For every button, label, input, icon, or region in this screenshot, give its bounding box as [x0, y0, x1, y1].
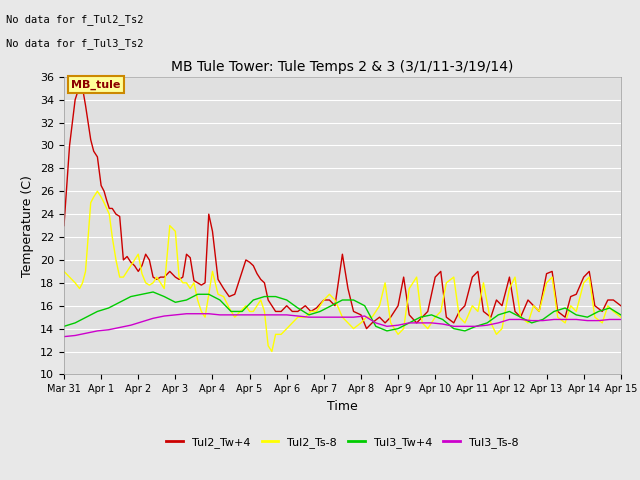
Title: MB Tule Tower: Tule Temps 2 & 3 (3/1/11-3/19/14): MB Tule Tower: Tule Temps 2 & 3 (3/1/11-… — [172, 60, 513, 74]
Legend: Tul2_Tw+4, Tul2_Ts-8, Tul3_Tw+4, Tul3_Ts-8: Tul2_Tw+4, Tul2_Ts-8, Tul3_Tw+4, Tul3_Ts… — [162, 432, 523, 452]
Text: No data for f_Tul2_Ts2: No data for f_Tul2_Ts2 — [6, 13, 144, 24]
Text: No data for f_Tul3_Ts2: No data for f_Tul3_Ts2 — [6, 37, 144, 48]
Text: MB_tule: MB_tule — [71, 80, 120, 90]
X-axis label: Time: Time — [327, 400, 358, 413]
Y-axis label: Temperature (C): Temperature (C) — [22, 175, 35, 276]
